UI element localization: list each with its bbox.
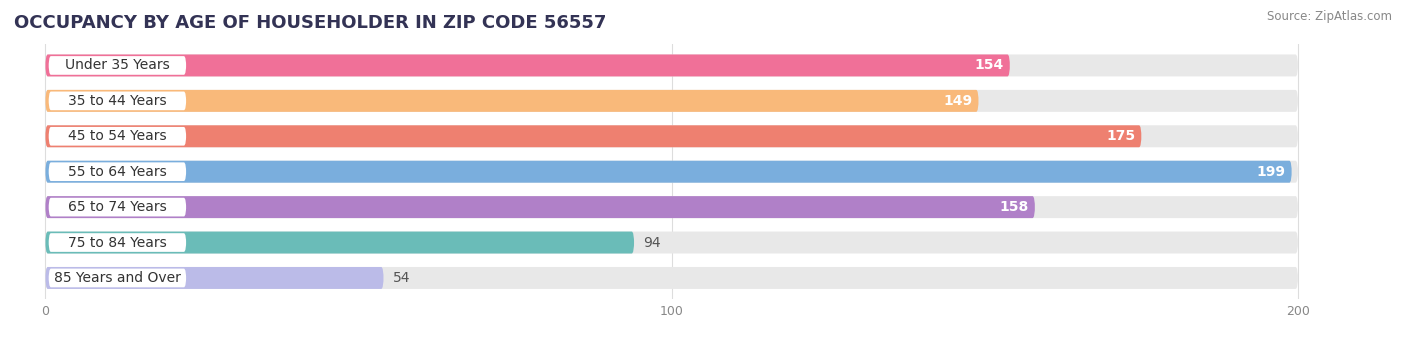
FancyBboxPatch shape [48,127,186,146]
Text: 75 to 84 Years: 75 to 84 Years [67,236,167,250]
Text: 94: 94 [644,236,661,250]
Text: 154: 154 [974,58,1004,72]
Text: 175: 175 [1107,129,1135,143]
FancyBboxPatch shape [45,54,1298,76]
Text: 45 to 54 Years: 45 to 54 Years [67,129,167,143]
FancyBboxPatch shape [48,163,186,181]
Text: Source: ZipAtlas.com: Source: ZipAtlas.com [1267,10,1392,23]
FancyBboxPatch shape [45,125,1142,147]
FancyBboxPatch shape [45,90,979,112]
FancyBboxPatch shape [45,267,384,289]
FancyBboxPatch shape [48,198,186,217]
FancyBboxPatch shape [45,232,1298,254]
Text: 35 to 44 Years: 35 to 44 Years [67,94,167,108]
FancyBboxPatch shape [48,56,186,75]
FancyBboxPatch shape [45,232,634,254]
FancyBboxPatch shape [45,161,1292,183]
Text: 149: 149 [943,94,973,108]
Text: 85 Years and Over: 85 Years and Over [53,271,181,285]
FancyBboxPatch shape [45,161,1298,183]
Text: 54: 54 [394,271,411,285]
Text: 65 to 74 Years: 65 to 74 Years [67,200,167,214]
FancyBboxPatch shape [45,125,1298,147]
FancyBboxPatch shape [45,54,1010,76]
Text: OCCUPANCY BY AGE OF HOUSEHOLDER IN ZIP CODE 56557: OCCUPANCY BY AGE OF HOUSEHOLDER IN ZIP C… [14,14,606,32]
Text: 199: 199 [1257,165,1285,179]
Text: 55 to 64 Years: 55 to 64 Years [67,165,167,179]
FancyBboxPatch shape [48,91,186,110]
FancyBboxPatch shape [45,196,1035,218]
FancyBboxPatch shape [48,233,186,252]
Text: Under 35 Years: Under 35 Years [65,58,170,72]
FancyBboxPatch shape [45,196,1298,218]
Text: 158: 158 [1000,200,1029,214]
FancyBboxPatch shape [45,90,1298,112]
FancyBboxPatch shape [48,269,186,287]
FancyBboxPatch shape [45,267,1298,289]
